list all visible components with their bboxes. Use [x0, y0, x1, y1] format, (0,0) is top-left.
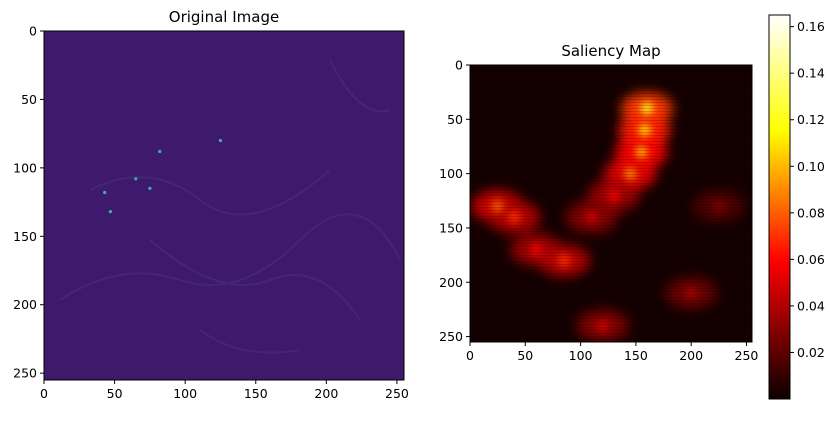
saliency-map-ytick-label: 150 [439, 220, 463, 235]
original-image-texture [59, 59, 401, 354]
saliency-map-xtick-label: 50 [517, 348, 533, 363]
saliency-map-ytick-label: 250 [439, 329, 463, 344]
original-image-xtick-label: 0 [40, 386, 48, 401]
colorbar-gradient [768, 14, 791, 400]
original-image-ytick-label: 200 [13, 297, 37, 312]
bright-spot [218, 138, 223, 143]
original-image-ytick-label: 0 [29, 24, 37, 39]
bright-spot [148, 186, 152, 190]
saliency-map-ytick-label: 100 [439, 166, 463, 181]
original-image-xtick-label: 150 [244, 386, 268, 401]
original-image-xtick-label: 50 [107, 386, 123, 401]
original-image-ytick-label: 100 [13, 160, 37, 175]
saliency-map-xtick-label: 100 [569, 348, 593, 363]
saliency-map-xtick-label: 200 [679, 348, 703, 363]
saliency-map-ytick-label: 0 [455, 58, 463, 73]
original-image-xtick-label: 200 [314, 386, 338, 401]
saliency-map-xtick-label: 150 [624, 348, 648, 363]
saliency-map-ytick-label: 200 [439, 275, 463, 290]
saliency-scanlines [470, 65, 752, 342]
colorbar-tick-label: 0.16 [797, 19, 825, 34]
original-image-xtick-label: 250 [385, 386, 409, 401]
original-image-xtick-label: 100 [173, 386, 197, 401]
colorbar-tick-label: 0.08 [797, 205, 825, 220]
colorbar-tick-label: 0.12 [797, 112, 825, 127]
bright-spot [108, 210, 112, 214]
colorbar-ticks: 0.02 0.04 0.06 0.08 0.10 0.12 0.14 0.16 [790, 19, 825, 360]
saliency-map-xtick-label: 250 [735, 348, 759, 363]
original-image-ytick-label: 150 [13, 229, 37, 244]
original-image-ytick-label: 250 [13, 366, 37, 381]
colorbar: 0.02 0.04 0.06 0.08 0.10 0.12 0.14 0.16 [768, 14, 825, 400]
colorbar-tick-label: 0.06 [797, 252, 825, 267]
saliency-map-panel: Saliency Map 0 50 100 150 200 250050100150200… [439, 42, 758, 363]
colorbar-tick-label: 0.14 [797, 66, 825, 81]
original-image-heatmap [44, 31, 404, 380]
saliency-map-xtick-label: 0 [466, 348, 474, 363]
original-image-title: Original Image [169, 8, 279, 26]
colorbar-tick-label: 0.02 [797, 345, 825, 360]
colorbar-tick-label: 0.04 [797, 298, 825, 313]
original-image-frame [43, 30, 405, 381]
original-image-ytick-label: 50 [21, 92, 37, 107]
bright-spot [158, 149, 162, 154]
original-image-panel: Original Image 0 50 100 150 200 2500501001502… [13, 8, 409, 401]
saliency-map-title: Saliency Map [561, 42, 660, 60]
original-image-background [44, 31, 404, 380]
colorbar-tick-label: 0.10 [797, 159, 825, 174]
saliency-frame [469, 64, 753, 343]
bright-spot [103, 190, 107, 195]
saliency-map-ytick-label: 50 [447, 112, 463, 127]
saliency-heatmap [470, 65, 752, 342]
bright-spot [134, 177, 138, 181]
